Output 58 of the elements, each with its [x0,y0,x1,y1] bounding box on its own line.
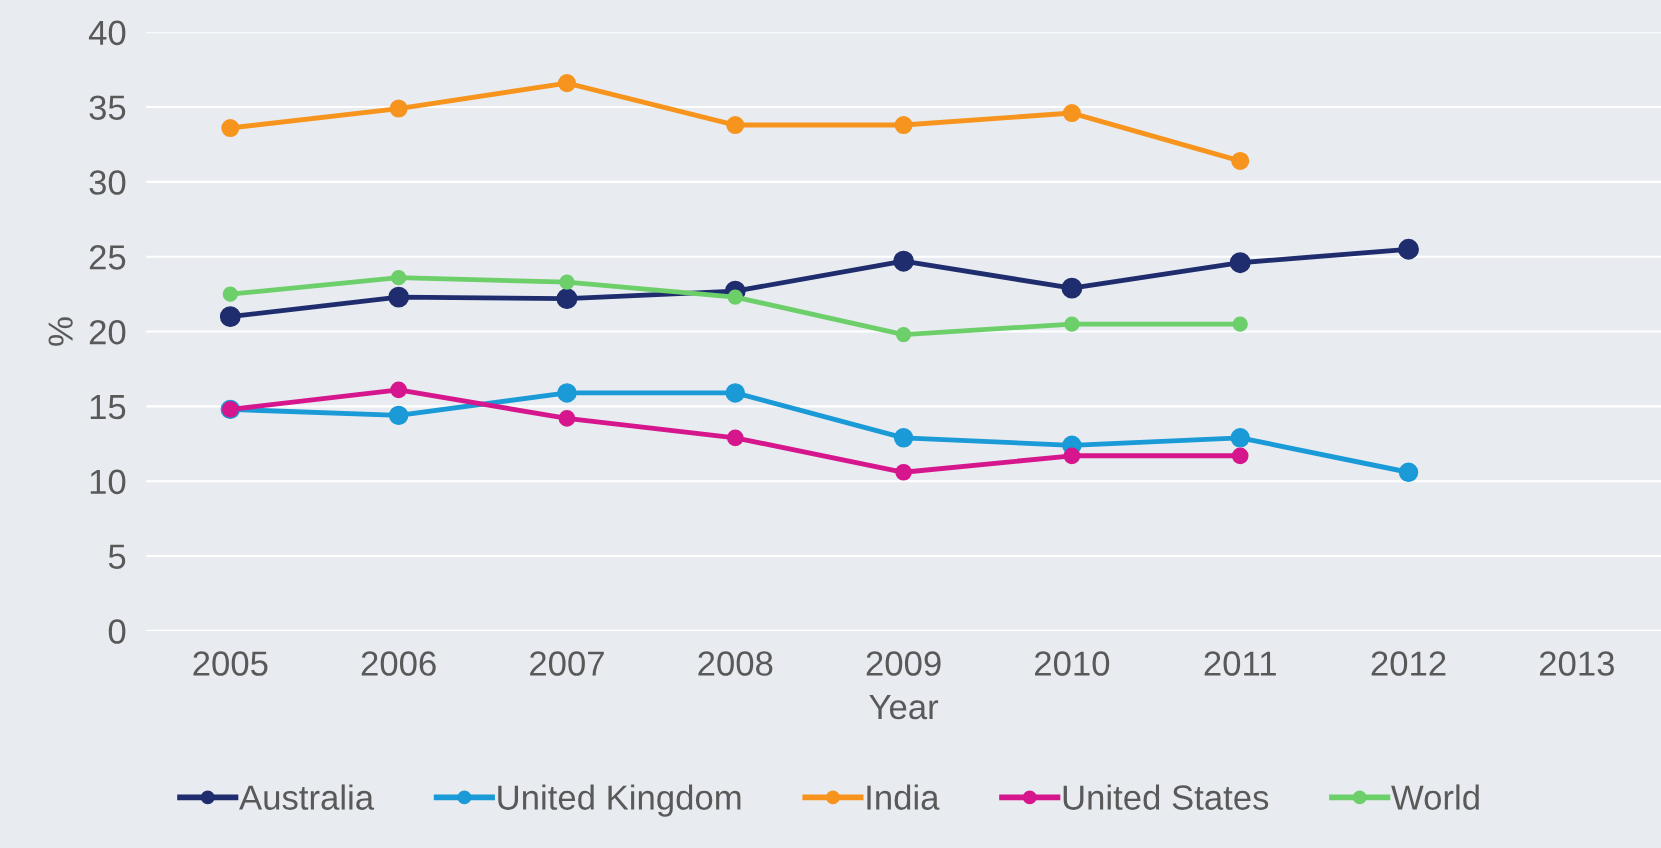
y-tick-label: 25 [89,245,126,270]
x-tick-label: 2005 [193,651,268,676]
point [725,383,745,403]
y-tick-label: 10 [90,469,126,495]
point [1398,462,1419,482]
x-tick-label: 2007 [530,651,604,676]
x-tick-label: 2008 [698,651,773,676]
point [556,288,578,310]
y-tick-label: 40 [88,20,126,46]
x-tick-label: 2011 [1204,651,1276,676]
y-tick-label: 35 [89,95,126,120]
point [894,115,913,135]
x-tick-label: 2012 [1371,651,1446,676]
point [1231,447,1249,465]
point [1232,316,1248,332]
x-tick-label: 2013 [1539,651,1614,676]
point [388,286,410,308]
point [1398,238,1419,260]
legend-label: Australia [239,784,375,810]
x-tick-label: 2010 [1035,651,1110,676]
point [1229,252,1251,274]
point [1064,316,1080,332]
point [893,428,914,448]
point [1063,447,1081,465]
point [1231,151,1250,170]
point [219,306,241,328]
point [727,289,743,305]
point [1062,104,1081,123]
y-tick-label: 15 [90,395,126,420]
point [557,383,577,403]
y-tick-label: 0 [108,619,126,644]
point [389,99,408,118]
point [388,405,409,426]
point [1230,428,1250,448]
legend-label: India [867,784,940,810]
y-tick-label: 5 [108,544,126,569]
point [726,115,745,135]
point [390,381,407,399]
legend-label: United States [1063,784,1269,810]
x-axis-title: Year [869,695,939,720]
x-tick-label: 2009 [866,651,941,676]
legend-label: United Kingdom [498,784,741,817]
point [1061,277,1083,299]
x-tick-label: 2006 [361,651,436,676]
point [557,74,576,93]
point [221,118,240,138]
y-axis-title: % [48,317,73,346]
legend-label: World [1391,784,1479,810]
y-tick-label: 30 [89,170,126,195]
point [895,463,912,481]
point [391,270,407,286]
point [558,410,576,427]
y-tick-label: 20 [89,319,126,345]
point [222,286,238,302]
point [559,274,575,290]
point [895,326,912,343]
point [893,250,915,272]
point [726,429,744,447]
